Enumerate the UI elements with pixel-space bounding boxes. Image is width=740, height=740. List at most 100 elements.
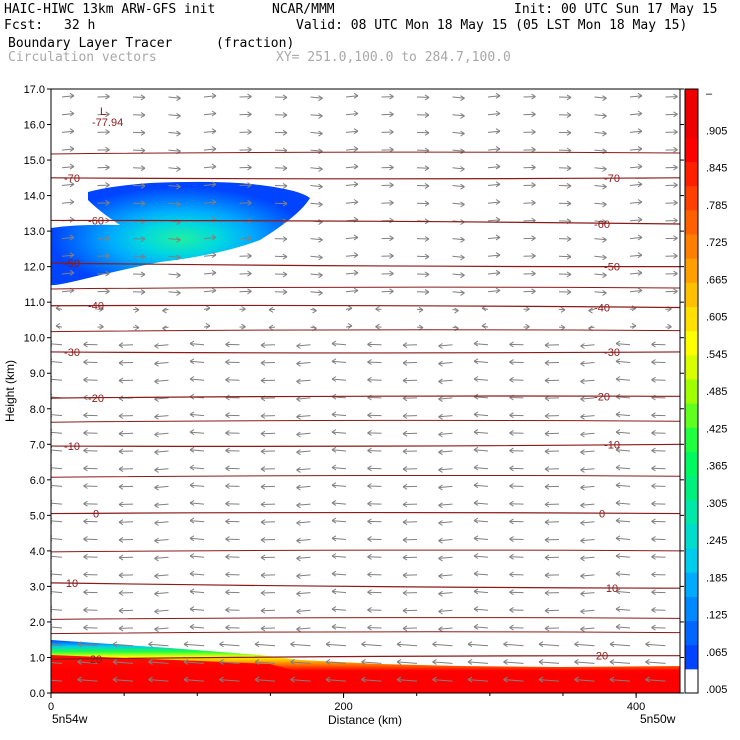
circulation-vector bbox=[296, 450, 311, 453]
vector-arrowhead bbox=[615, 623, 621, 630]
vector-arrowhead bbox=[438, 396, 443, 403]
vector-arrowhead bbox=[112, 676, 118, 683]
vector-arrowhead bbox=[651, 429, 656, 436]
vector-arrowhead bbox=[69, 110, 75, 117]
circulation-vector bbox=[154, 556, 169, 559]
vector-arrowhead bbox=[260, 342, 266, 349]
vector-arrowhead bbox=[473, 411, 479, 418]
vector-arrowhead bbox=[176, 236, 181, 243]
vector-arrowhead bbox=[402, 430, 408, 437]
vector-arrowhead bbox=[432, 658, 437, 665]
circulation-vector bbox=[452, 202, 465, 205]
circulation-vector bbox=[77, 679, 98, 682]
circulation-vector bbox=[296, 344, 311, 347]
vector-arrowhead bbox=[211, 163, 217, 170]
vector-arrowhead bbox=[148, 676, 153, 683]
vector-arrowhead bbox=[473, 464, 479, 471]
vector-arrowhead bbox=[495, 163, 501, 170]
circulation-vector bbox=[296, 627, 311, 630]
vector-arrowhead bbox=[580, 626, 585, 633]
vector-arrowhead bbox=[83, 429, 88, 436]
vector-arrowhead bbox=[260, 501, 266, 508]
vector-arrowhead bbox=[615, 411, 621, 418]
vector-arrowhead bbox=[154, 573, 159, 580]
vector-arrowhead bbox=[118, 519, 124, 526]
circulation-vector bbox=[203, 148, 217, 151]
vector-arrowhead bbox=[83, 483, 88, 489]
vector-arrowhead bbox=[140, 200, 146, 207]
vector-arrowhead bbox=[353, 163, 359, 170]
circulation-vector bbox=[629, 219, 643, 222]
vector-arrowhead bbox=[460, 95, 465, 102]
circulation-vector bbox=[331, 431, 347, 434]
vector-arrowhead bbox=[105, 252, 110, 259]
vector-arrowhead bbox=[438, 343, 443, 349]
vector-arrowhead bbox=[544, 413, 550, 419]
y-tick-label: 5.0 bbox=[30, 510, 45, 522]
vector-arrowhead bbox=[602, 166, 607, 172]
vector-arrowhead bbox=[318, 183, 323, 190]
circulation-vector bbox=[148, 643, 169, 647]
colorbar-swatch bbox=[685, 354, 698, 380]
circulation-vector bbox=[296, 503, 311, 506]
circulation-vector bbox=[203, 272, 217, 275]
vector-arrowhead bbox=[389, 111, 394, 118]
vector-arrowhead bbox=[77, 676, 82, 683]
vector-arrowhead bbox=[402, 413, 408, 419]
vector-arrowhead bbox=[460, 112, 465, 119]
vector-arrowhead bbox=[140, 94, 146, 101]
vector-arrowhead bbox=[83, 624, 88, 631]
y-tick-label: 12.0 bbox=[24, 262, 45, 274]
vector-arrowhead bbox=[69, 252, 75, 259]
circulation-vector bbox=[452, 185, 465, 188]
vector-arrowhead bbox=[438, 466, 443, 473]
vector-arrowhead bbox=[189, 499, 195, 506]
circulation-vector bbox=[310, 185, 323, 188]
circulation-vector bbox=[438, 450, 453, 453]
circulation-vector bbox=[189, 343, 205, 346]
circulation-vector bbox=[61, 272, 75, 275]
circulation-vector bbox=[473, 467, 489, 470]
y-axis-ticks: 0.0 1.0 2.0 3.0 4.0 5.0 6.0 7.0 8.0 9.0 10.0 11.0 12… bbox=[24, 84, 684, 700]
colorbar-swatch bbox=[685, 185, 698, 211]
vector-arrowhead bbox=[538, 676, 544, 683]
vector-arrowhead bbox=[154, 626, 159, 633]
vector-arrowhead bbox=[211, 199, 217, 205]
circulation-vector bbox=[580, 485, 595, 489]
vector-arrowhead bbox=[432, 676, 437, 683]
vector-arrowhead bbox=[580, 413, 585, 420]
vector-arrowhead bbox=[531, 93, 536, 100]
vector-arrowhead bbox=[602, 112, 607, 119]
vector-arrowhead bbox=[282, 94, 288, 101]
vector-arrowhead bbox=[318, 272, 323, 279]
circulation-vector bbox=[296, 609, 311, 612]
circulation-vector bbox=[296, 485, 311, 489]
vector-arrowhead bbox=[467, 676, 473, 683]
vector-arrowhead bbox=[331, 464, 337, 471]
circulation-vector bbox=[219, 643, 240, 647]
isotherm-line bbox=[51, 419, 680, 423]
circulation-vector bbox=[615, 590, 631, 594]
circulation-vector bbox=[594, 96, 607, 99]
vector-arrowhead bbox=[189, 446, 195, 453]
vector-arrowhead bbox=[189, 606, 195, 613]
vector-arrowhead bbox=[609, 676, 615, 683]
vector-arrowhead bbox=[473, 446, 479, 453]
vector-arrowhead bbox=[566, 289, 572, 296]
colorbar-label: .845 bbox=[706, 163, 727, 175]
vector-arrowhead bbox=[580, 555, 585, 562]
circulation-vector bbox=[615, 360, 631, 363]
vector-arrowhead bbox=[260, 625, 266, 632]
vector-arrowhead bbox=[225, 376, 230, 383]
colorbar-swatch bbox=[685, 209, 698, 235]
circulation-vector bbox=[310, 131, 323, 135]
y-tick-label: 14.0 bbox=[24, 191, 45, 203]
vector-arrowhead bbox=[225, 412, 230, 419]
vector-arrowhead bbox=[247, 252, 252, 259]
vector-arrowhead bbox=[509, 536, 514, 543]
vector-arrowhead bbox=[140, 271, 146, 278]
vector-arrowhead bbox=[154, 413, 159, 420]
vector-arrowhead bbox=[331, 446, 337, 453]
vector-arrowhead bbox=[331, 482, 337, 489]
circulation-vector bbox=[438, 574, 453, 577]
